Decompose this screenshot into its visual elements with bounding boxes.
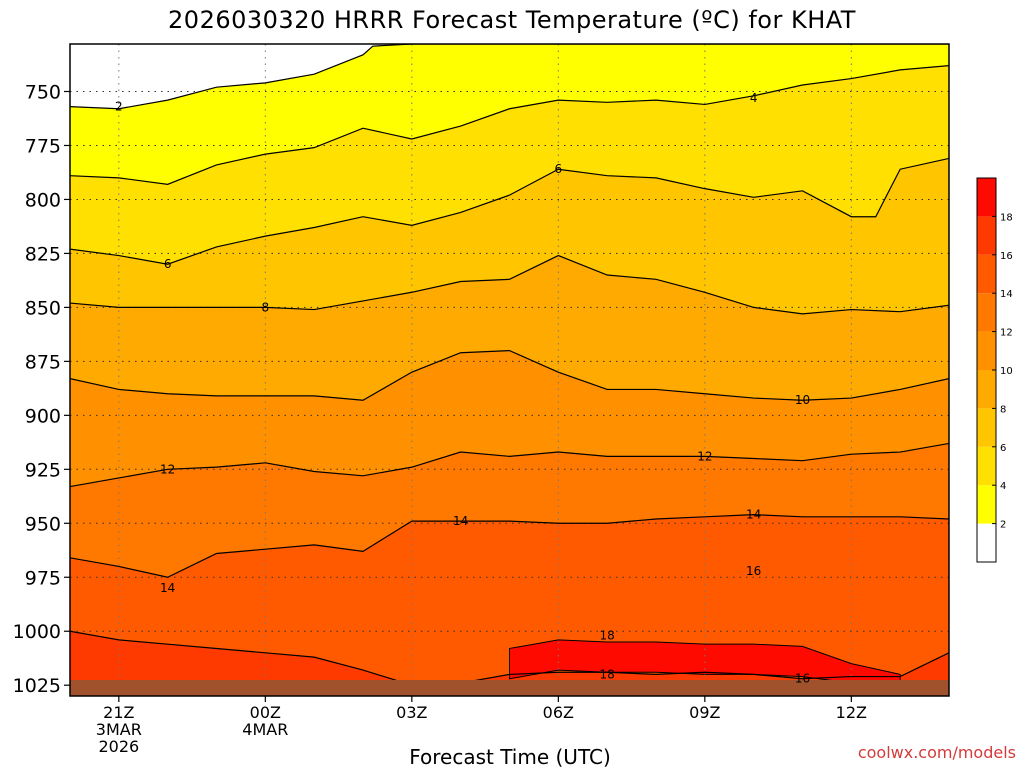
colorbar-swatch	[977, 485, 996, 524]
contour-label: 12	[697, 449, 712, 463]
temperature-band	[70, 65, 949, 265]
colorbar: 2 4 6 8 10 12 14 16 18	[976, 177, 1013, 563]
contour-label: 14	[746, 508, 761, 522]
x-tick-label: 12Z	[836, 703, 867, 722]
colorbar-tick-label: 8	[1000, 404, 1006, 415]
x-tick-label: 21Z	[103, 703, 134, 722]
contour-label: 6	[555, 162, 563, 176]
contour-label: 18	[600, 667, 615, 681]
contour-label: 14	[453, 514, 468, 528]
y-axis: 750 775 800 825 850 875 900 925 950 975 1000 1025	[13, 81, 70, 697]
temperature-band	[70, 44, 949, 109]
contour-label: 14	[160, 581, 175, 595]
contour-line	[70, 157, 949, 265]
contour-label: 2	[115, 100, 123, 114]
x-tick-label: 09Z	[689, 703, 720, 722]
x-tick-label: 03Z	[396, 703, 427, 722]
colorbar-tick-label: 14	[1000, 289, 1013, 300]
colorbar-swatch	[977, 216, 996, 255]
contour-label: 6	[164, 257, 172, 271]
colorbar-swatch	[977, 523, 996, 562]
colorbar-swatch	[977, 446, 996, 486]
plot-frame	[69, 43, 950, 697]
x-tick-label: 4MAR	[242, 720, 288, 739]
colorbar-swatch	[977, 293, 996, 332]
plot-area: 2 4 6 6 8 10 12 12 14 14 14 16 16 18 18	[69, 43, 950, 697]
colorbar-tick-label: 4	[1000, 481, 1006, 492]
contour-line	[70, 514, 949, 578]
temperature-band	[70, 255, 949, 401]
temperature-band	[70, 350, 949, 487]
x-axis-label: Forecast Time (UTC)	[409, 745, 611, 768]
x-tick-label: 2026	[98, 737, 139, 756]
contour-label: 8	[262, 300, 270, 314]
contour-label: 10	[795, 393, 810, 407]
y-tick-label: 875	[25, 351, 61, 373]
colorbar-tick-label: 16	[1000, 251, 1013, 262]
y-tick-label: 800	[25, 189, 61, 211]
y-tick-label: 950	[25, 513, 61, 535]
x-tick-label: 3MAR	[96, 720, 142, 739]
y-tick-label: 1025	[13, 675, 61, 697]
ground-surface	[70, 680, 949, 696]
y-tick-label: 900	[25, 405, 61, 427]
y-tick-label: 850	[25, 297, 61, 319]
contour-label: 16	[746, 564, 761, 578]
y-tick-label: 750	[25, 81, 61, 103]
colorbar-swatch	[977, 370, 996, 409]
temperature-band	[70, 443, 949, 578]
contour-line	[70, 630, 949, 686]
x-tick-label: 06Z	[543, 703, 574, 722]
colorbar-tick-label: 10	[1000, 366, 1013, 377]
colorbar-tick-label: 2	[1000, 520, 1006, 531]
y-tick-label: 775	[25, 135, 61, 157]
y-tick-label: 925	[25, 459, 61, 481]
colorbar-tick-label: 6	[1000, 443, 1006, 454]
contour-label: 12	[160, 462, 175, 476]
temperature-band	[70, 514, 949, 686]
temperature-band	[70, 631, 949, 696]
colorbar-tick-label: 18	[1000, 212, 1013, 223]
y-tick-label: 1000	[13, 621, 61, 643]
contour-line	[70, 64, 949, 185]
contour-line	[70, 442, 949, 488]
colorbar-tick-label: 12	[1000, 328, 1013, 339]
contour-line	[70, 254, 949, 315]
y-tick-label: 825	[25, 243, 61, 265]
contour-label: 16	[795, 672, 810, 686]
colorbar-swatch	[977, 408, 996, 447]
temperature-band	[70, 158, 949, 314]
contour-label: 4	[750, 91, 758, 105]
colorbar-swatch	[977, 254, 996, 294]
chart-title: 2026030320 HRRR Forecast Temperature (ºC…	[168, 6, 856, 34]
credit-text: coolwx.com/models	[858, 743, 1016, 762]
contour-label: 18	[600, 629, 615, 643]
colorbar-swatch	[977, 178, 996, 217]
x-tick-label: 00Z	[250, 703, 281, 722]
contour-line	[70, 44, 949, 110]
y-tick-label: 975	[25, 567, 61, 589]
contour-line	[70, 349, 949, 401]
colorbar-swatch	[977, 331, 996, 370]
